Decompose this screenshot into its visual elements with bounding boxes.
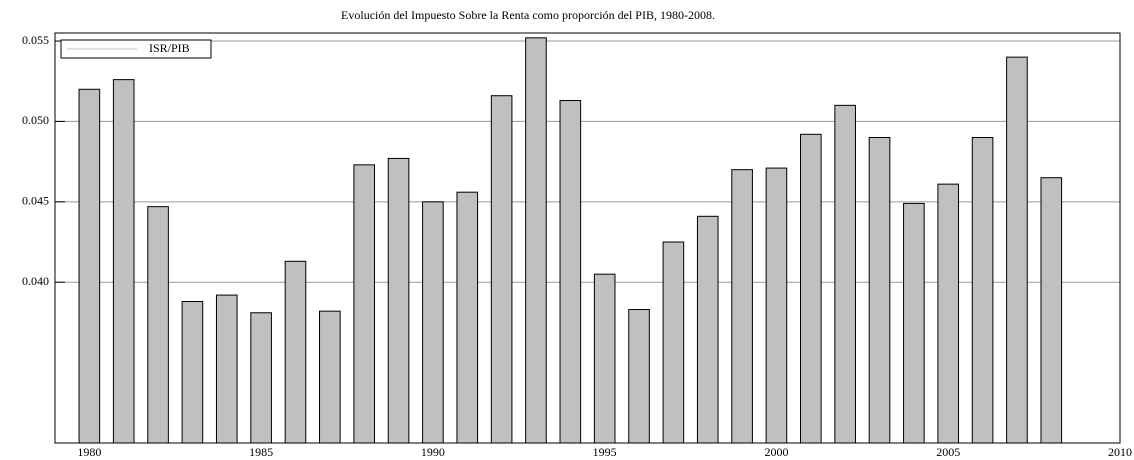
y-tick-label: 0.040 <box>22 274 49 288</box>
bar <box>868 137 891 444</box>
bar <box>628 309 650 444</box>
bar <box>662 241 685 444</box>
bar <box>319 310 341 444</box>
bar <box>422 201 444 444</box>
y-tick-label: 0.055 <box>22 33 49 47</box>
bar <box>490 95 513 444</box>
bar <box>215 294 238 444</box>
bar <box>353 164 375 444</box>
x-tick-label: 1990 <box>421 445 445 459</box>
bar <box>903 202 925 444</box>
bar <box>525 37 547 444</box>
bar <box>971 137 994 444</box>
plot-frame <box>54 32 1121 444</box>
bar <box>696 215 719 444</box>
bar <box>112 79 135 444</box>
x-tick-label: 2010 <box>1108 445 1132 459</box>
bar <box>559 100 582 444</box>
y-tick-label: 0.045 <box>22 194 49 208</box>
legend-label: ISR/PIB <box>149 41 190 55</box>
bar <box>593 273 616 444</box>
bar <box>387 157 410 444</box>
bar <box>78 88 101 444</box>
bar <box>937 183 960 444</box>
bar <box>731 169 753 444</box>
bar <box>147 206 169 444</box>
y-tick-label: 0.050 <box>22 113 49 127</box>
chart-title: Evolución del Impuesto Sobre la Renta co… <box>341 8 715 22</box>
bar <box>1040 177 1063 444</box>
x-tick-label: 2000 <box>764 445 788 459</box>
x-tick-label: 1995 <box>593 445 617 459</box>
bar <box>765 167 788 444</box>
bar <box>834 104 856 444</box>
bar <box>456 191 479 444</box>
bar <box>1006 56 1028 444</box>
x-tick-label: 1980 <box>77 445 101 459</box>
bar <box>250 312 272 444</box>
bar <box>181 301 204 444</box>
bar <box>800 133 822 444</box>
x-tick-label: 2005 <box>936 445 960 459</box>
x-tick-label: 1985 <box>249 445 273 459</box>
bar <box>284 260 307 444</box>
